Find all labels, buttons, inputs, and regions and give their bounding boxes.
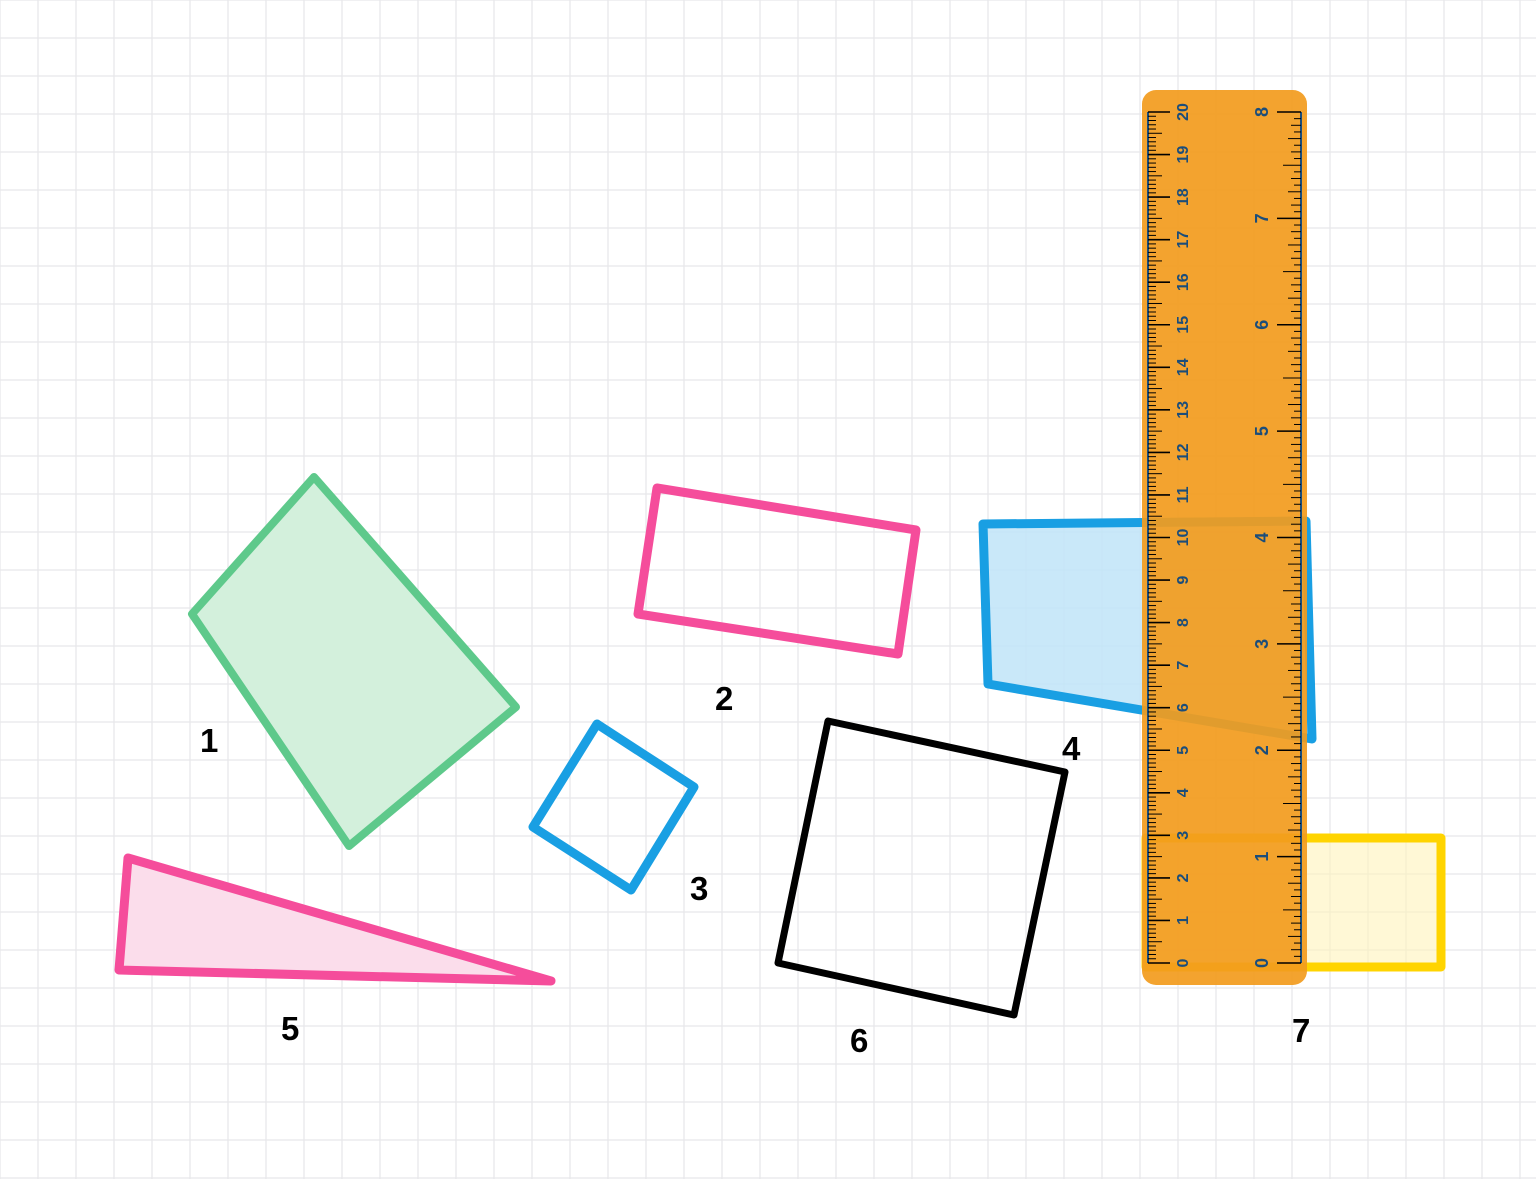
shape-label-3: 3 <box>690 870 708 908</box>
shape-label-5: 5 <box>281 1010 299 1048</box>
shape-label-4: 4 <box>1062 730 1080 768</box>
shape-label-1: 1 <box>200 722 218 760</box>
shape-label-7: 7 <box>1292 1012 1310 1050</box>
shape-label-6: 6 <box>850 1022 868 1060</box>
diagram-canvas: 0123456789101112131415161718192001234567… <box>0 0 1536 1179</box>
shape-label-2: 2 <box>715 680 733 718</box>
shapes-layer-front <box>0 0 1536 1179</box>
